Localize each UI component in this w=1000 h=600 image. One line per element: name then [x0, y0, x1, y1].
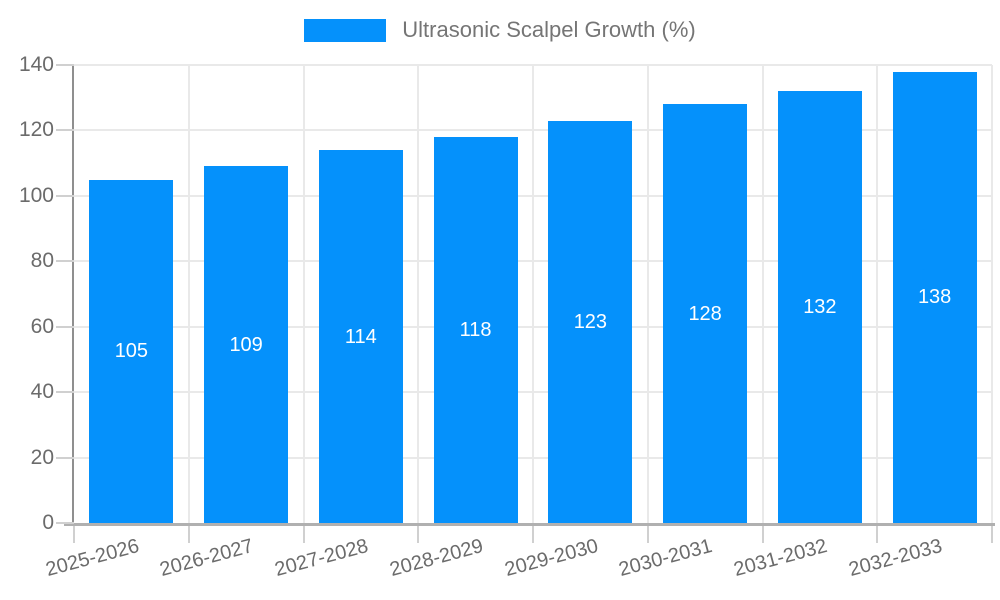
legend-label: Ultrasonic Scalpel Growth (%) [402, 17, 696, 42]
bar[interactable] [548, 120, 633, 523]
x-tick-label: 2032-2033 [846, 534, 945, 581]
x-tick-label: 2028-2029 [387, 534, 486, 581]
bar-value-label: 114 [344, 325, 377, 348]
legend-swatch [304, 18, 387, 42]
y-axis-tick [56, 325, 74, 328]
gridline-vertical [302, 65, 305, 523]
y-tick-label: 140 [18, 53, 54, 76]
x-axis-line [64, 523, 995, 526]
y-axis-tick [56, 129, 74, 132]
x-axis-tick [761, 526, 764, 543]
bar-value-label: 105 [114, 340, 149, 363]
y-axis-tick [56, 522, 74, 524]
gridline-vertical [991, 65, 993, 523]
x-tick-label: 2025-2026 [43, 534, 142, 581]
legend-item[interactable]: Ultrasonic Scalpel Growth (%) [0, 17, 1000, 43]
x-axis-tick [187, 526, 190, 543]
y-axis-tick [56, 260, 74, 263]
x-axis-tick [302, 526, 305, 543]
bar[interactable] [433, 136, 518, 523]
gridline-vertical [187, 65, 190, 523]
y-axis-tick [56, 391, 74, 394]
x-axis-tick [991, 526, 993, 543]
x-axis-tick [532, 526, 534, 543]
bar[interactable] [663, 104, 748, 523]
bar-value-label: 128 [688, 302, 722, 325]
y-tick-label: 60 [30, 314, 54, 338]
gridline-vertical [761, 65, 764, 523]
x-tick-label: 2030-2031 [616, 534, 716, 581]
y-axis-line [72, 65, 74, 526]
y-axis-tick [56, 456, 74, 459]
x-tick-label: 2026-2027 [157, 534, 257, 581]
bar-value-label: 123 [573, 310, 608, 333]
x-axis-tick [417, 526, 420, 543]
x-axis-tick [646, 526, 649, 543]
y-tick-label: 120 [18, 118, 54, 142]
gridline-vertical [532, 65, 534, 523]
y-axis-tick [56, 194, 74, 197]
bar[interactable] [89, 179, 174, 523]
x-tick-label: 2027-2028 [272, 534, 371, 581]
bar[interactable] [892, 71, 977, 523]
gridline-vertical [646, 65, 649, 523]
x-axis-tick [876, 526, 879, 543]
x-tick-label: 2029-2030 [502, 534, 601, 581]
y-axis-tick [56, 64, 74, 66]
y-tick-label: 0 [42, 511, 54, 534]
x-tick-label: 2031-2032 [731, 534, 830, 581]
y-tick-label: 40 [30, 380, 54, 404]
bar-value-label: 132 [803, 296, 837, 319]
bar-value-label: 109 [229, 333, 263, 356]
y-tick-label: 80 [30, 249, 54, 273]
bar-value-label: 138 [917, 286, 952, 309]
bar-value-label: 118 [459, 318, 492, 341]
gridline-vertical [876, 65, 879, 523]
x-axis-tick [73, 526, 75, 543]
bar[interactable] [318, 150, 403, 523]
y-tick-label: 100 [18, 183, 54, 207]
bar[interactable] [777, 91, 862, 523]
bar[interactable] [204, 166, 289, 523]
y-tick-label: 20 [30, 445, 54, 469]
gridline-vertical [417, 65, 420, 523]
